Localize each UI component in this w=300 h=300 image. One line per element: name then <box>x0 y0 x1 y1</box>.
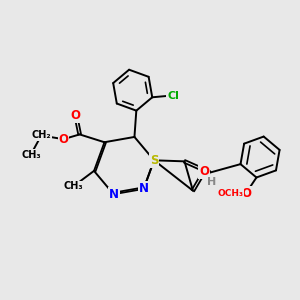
Text: O: O <box>71 109 81 122</box>
Text: S: S <box>150 154 158 167</box>
Text: CH₂: CH₂ <box>32 130 51 140</box>
Text: O: O <box>58 133 68 146</box>
Text: H: H <box>207 177 216 187</box>
Text: O: O <box>199 165 209 178</box>
Text: N: N <box>109 188 118 201</box>
Text: N: N <box>139 182 148 195</box>
Text: CH₃: CH₃ <box>21 149 41 160</box>
Text: Cl: Cl <box>167 91 179 100</box>
Text: CH₃: CH₃ <box>63 182 83 191</box>
Text: OCH₃: OCH₃ <box>218 189 244 198</box>
Text: O: O <box>241 187 251 200</box>
